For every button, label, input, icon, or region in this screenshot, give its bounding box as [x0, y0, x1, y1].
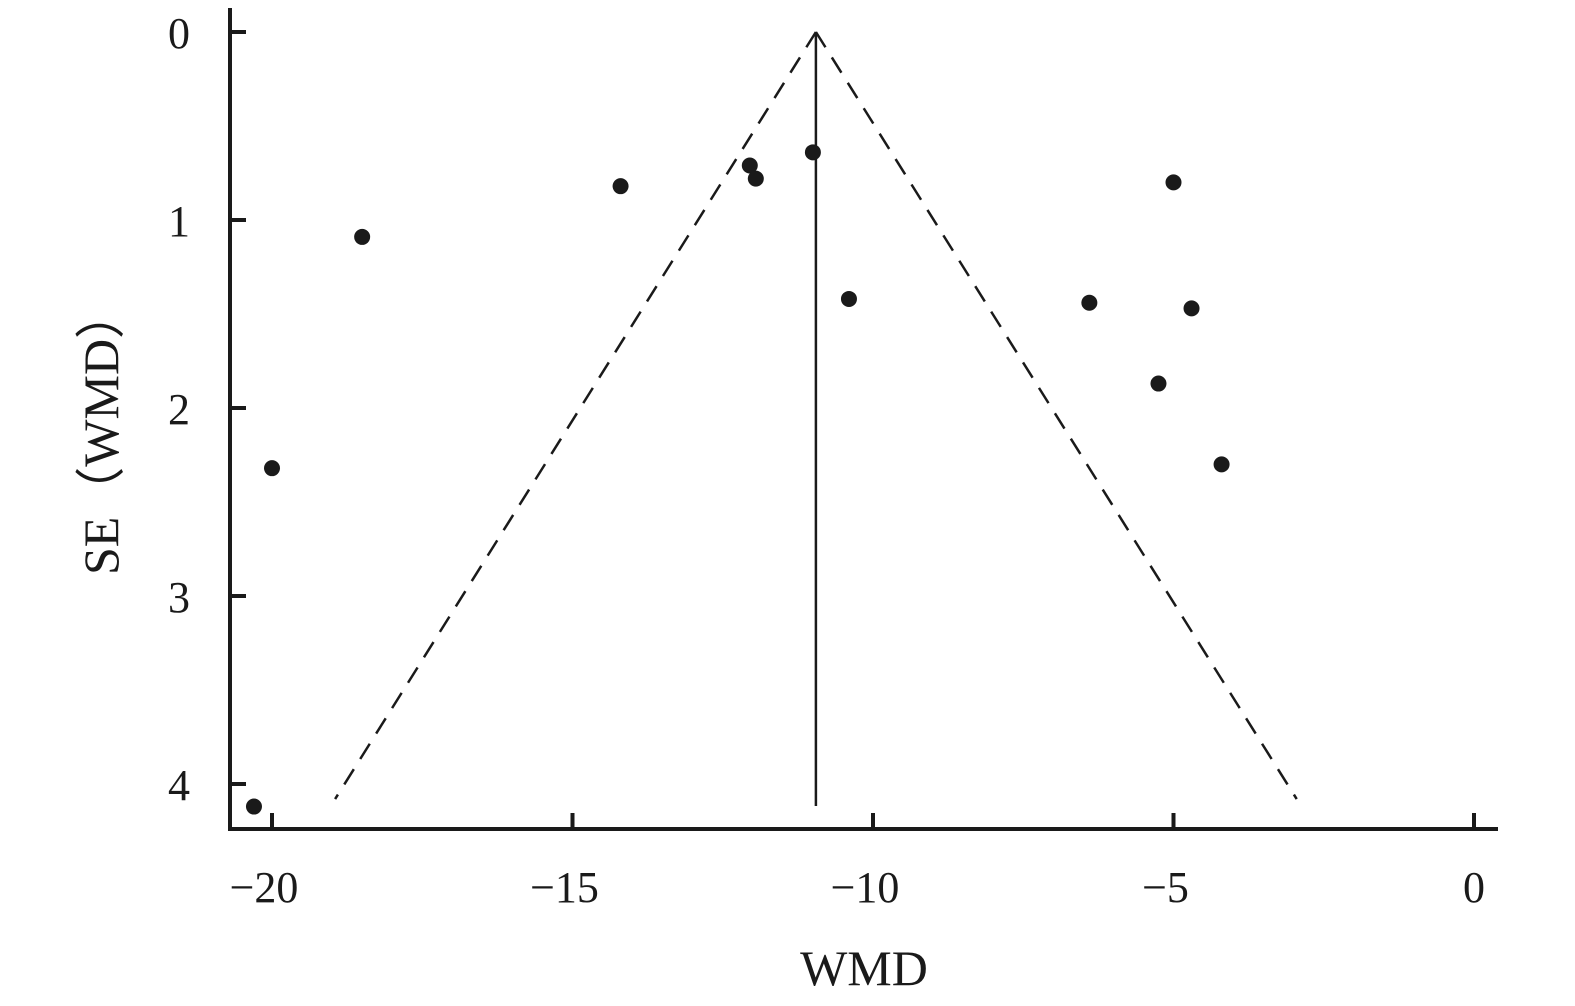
- study-point-6: [1165, 174, 1182, 191]
- study-point-5: [354, 228, 371, 245]
- study-point-8: [1081, 294, 1098, 311]
- y-axis-title: SE（WMD）: [73, 289, 129, 575]
- study-point-7: [840, 290, 857, 307]
- y-tick-label: 2: [168, 385, 190, 434]
- study-point-9: [1183, 300, 1200, 317]
- y-tick-label: 1: [168, 197, 190, 246]
- axes: 0 1 2 3 4 −20 −15 −10 −5 0: [168, 8, 1498, 912]
- funnel-lines: [334, 31, 1298, 800]
- x-tick-label: 0: [1463, 863, 1485, 912]
- funnel-right-line: [814, 31, 1298, 800]
- y-tick-label: 3: [168, 573, 190, 622]
- funnel-left-line: [334, 31, 817, 800]
- study-point-2: [741, 157, 758, 174]
- study-point-4: [612, 178, 629, 195]
- study-point-12: [264, 460, 280, 477]
- x-tick-label: −5: [1142, 863, 1189, 912]
- x-tick-label: −20: [230, 863, 299, 912]
- study-point-1: [804, 144, 821, 161]
- study-point-11: [1213, 456, 1230, 473]
- y-tick-label: 0: [168, 9, 190, 58]
- study-point-3: [747, 170, 764, 187]
- study-point-13: [245, 798, 262, 815]
- x-axis-title: WMD: [800, 940, 928, 996]
- study-point-10: [1150, 375, 1167, 392]
- x-tick-label: −10: [831, 863, 900, 912]
- x-tick-label: −15: [530, 863, 599, 912]
- study-points: [245, 144, 1230, 815]
- y-tick-label: 4: [168, 761, 190, 810]
